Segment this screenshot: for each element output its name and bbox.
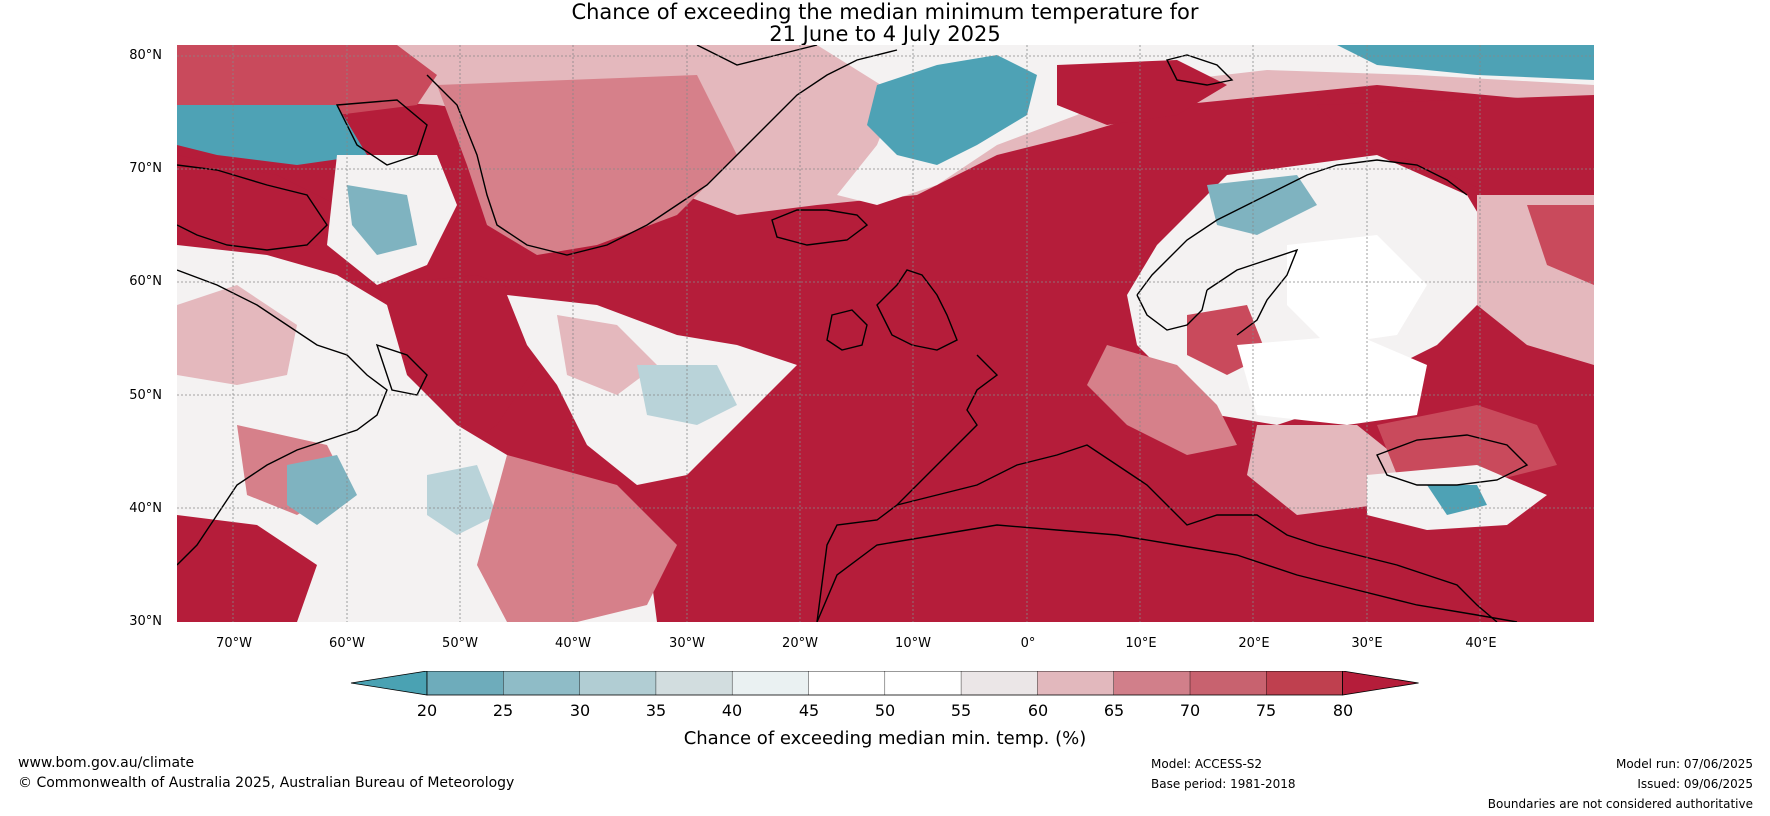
barents-red — [1317, 95, 1594, 215]
colorbar-segment — [1037, 671, 1115, 695]
colorbar-extend-high — [1342, 671, 1419, 696]
colorbar-tick-35: 35 — [645, 701, 667, 720]
lat-label-40n: 40°N — [129, 501, 162, 516]
lon-label-70w: 70°W — [216, 636, 252, 651]
map-canvas — [177, 45, 1594, 622]
arctic-canada-red — [177, 45, 437, 115]
subtropical-pink — [477, 455, 677, 622]
colorbar-segment — [1266, 671, 1344, 695]
lon-label-30w: 30°W — [669, 636, 705, 651]
colorbar-tick-25: 25 — [492, 701, 514, 720]
russia-red — [1527, 205, 1594, 285]
lon-label-10e: 10°E — [1125, 636, 1157, 651]
colorbar-tick-50: 50 — [874, 701, 896, 720]
colorbar-label: Chance of exceeding median min. temp. (%… — [683, 728, 1087, 749]
colorbar-tick-80: 80 — [1332, 701, 1354, 720]
colorbar-tick-30: 30 — [569, 701, 591, 720]
labrador-blue — [347, 185, 417, 255]
central-europe-pink — [1087, 345, 1237, 455]
lon-label-60w: 60°W — [329, 636, 365, 651]
baffin-bay-blue — [177, 105, 367, 165]
colorbar-segment — [579, 671, 657, 695]
lon-label-30e: 30°E — [1351, 636, 1383, 651]
colorbar-segment — [808, 671, 886, 695]
footer-model: Model: ACCESS-S2 — [1151, 757, 1263, 771]
turkey-blue — [1427, 485, 1487, 515]
lon-label-20w: 20°W — [782, 636, 818, 651]
colorbar-segment — [884, 671, 962, 695]
colorbar-extend-low — [350, 671, 428, 696]
lat-label-50n: 50°N — [129, 388, 162, 403]
colorbar-segment — [503, 671, 581, 695]
norway-blue — [1207, 175, 1317, 235]
us-east-red — [177, 515, 317, 622]
black-sea-region — [1377, 405, 1557, 485]
footer-website[interactable]: www.bom.gov.au/climate — [18, 755, 195, 771]
colorbar-segment — [655, 671, 733, 695]
footer-issued: Issued: 09/06/2025 — [1637, 777, 1753, 791]
colorbar-tick-40: 40 — [721, 701, 743, 720]
colorbar-tick-20: 20 — [416, 701, 438, 720]
colorbar-segment — [1190, 671, 1267, 695]
labrador-sea-red — [377, 275, 537, 445]
lon-label-50w: 50°W — [442, 636, 478, 651]
lon-label-40e: 40°E — [1465, 636, 1497, 651]
colorbar-tick-45: 45 — [798, 701, 820, 720]
gulf-maine-blue — [287, 455, 357, 525]
coastlines — [177, 45, 1529, 622]
greenland-pink — [437, 75, 737, 255]
footer-boundaries-note: Boundaries are not considered authoritat… — [1487, 797, 1753, 811]
colorbar-segment — [427, 671, 504, 695]
eastern-europe-white — [1237, 335, 1427, 425]
colorbar-segment — [1113, 671, 1191, 695]
svalbard-red — [1057, 60, 1227, 125]
colorbar — [350, 671, 1419, 696]
colorbar-tick-70: 70 — [1179, 701, 1201, 720]
quebec-pink — [177, 285, 297, 385]
colorbar-segments — [350, 671, 1419, 696]
chart-title-line2: 21 June to 4 July 2025 — [769, 22, 1001, 46]
lat-label-70n: 70°N — [129, 161, 162, 176]
footer-copyright: © Commonwealth of Australia 2025, Austra… — [18, 775, 515, 791]
lat-label-30n: 30°N — [129, 614, 162, 629]
footer-model-run: Model run: 07/06/2025 — [1615, 757, 1753, 771]
baffin-island-red — [177, 155, 337, 255]
colorbar-segment — [961, 671, 1038, 695]
footer-base-period: Base period: 1981-2018 — [1151, 777, 1296, 791]
mid-atlantic-pink — [557, 315, 657, 395]
lon-label-0: 0° — [1020, 636, 1036, 651]
lat-label-80n: 80°N — [129, 48, 162, 63]
probability-map — [177, 45, 1594, 622]
colorbar-tick-55: 55 — [950, 701, 972, 720]
atlantic-pale-blue — [427, 465, 497, 535]
lon-label-20e: 20°E — [1238, 636, 1270, 651]
lon-label-40w: 40°W — [555, 636, 591, 651]
graticule — [177, 45, 1594, 622]
colorbar-tick-60: 60 — [1027, 701, 1049, 720]
fram-strait-blue — [867, 55, 1037, 165]
colorbar-segment — [732, 671, 809, 695]
lon-label-10w: 10°W — [895, 636, 931, 651]
arctic-blue-right — [1337, 45, 1594, 80]
chart-title-line1: Chance of exceeding the median minimum t… — [571, 0, 1199, 24]
finland-white — [1287, 235, 1427, 345]
colorbar-tick-65: 65 — [1103, 701, 1125, 720]
lat-label-60n: 60°N — [129, 274, 162, 289]
colorbar-tick-75: 75 — [1255, 701, 1277, 720]
